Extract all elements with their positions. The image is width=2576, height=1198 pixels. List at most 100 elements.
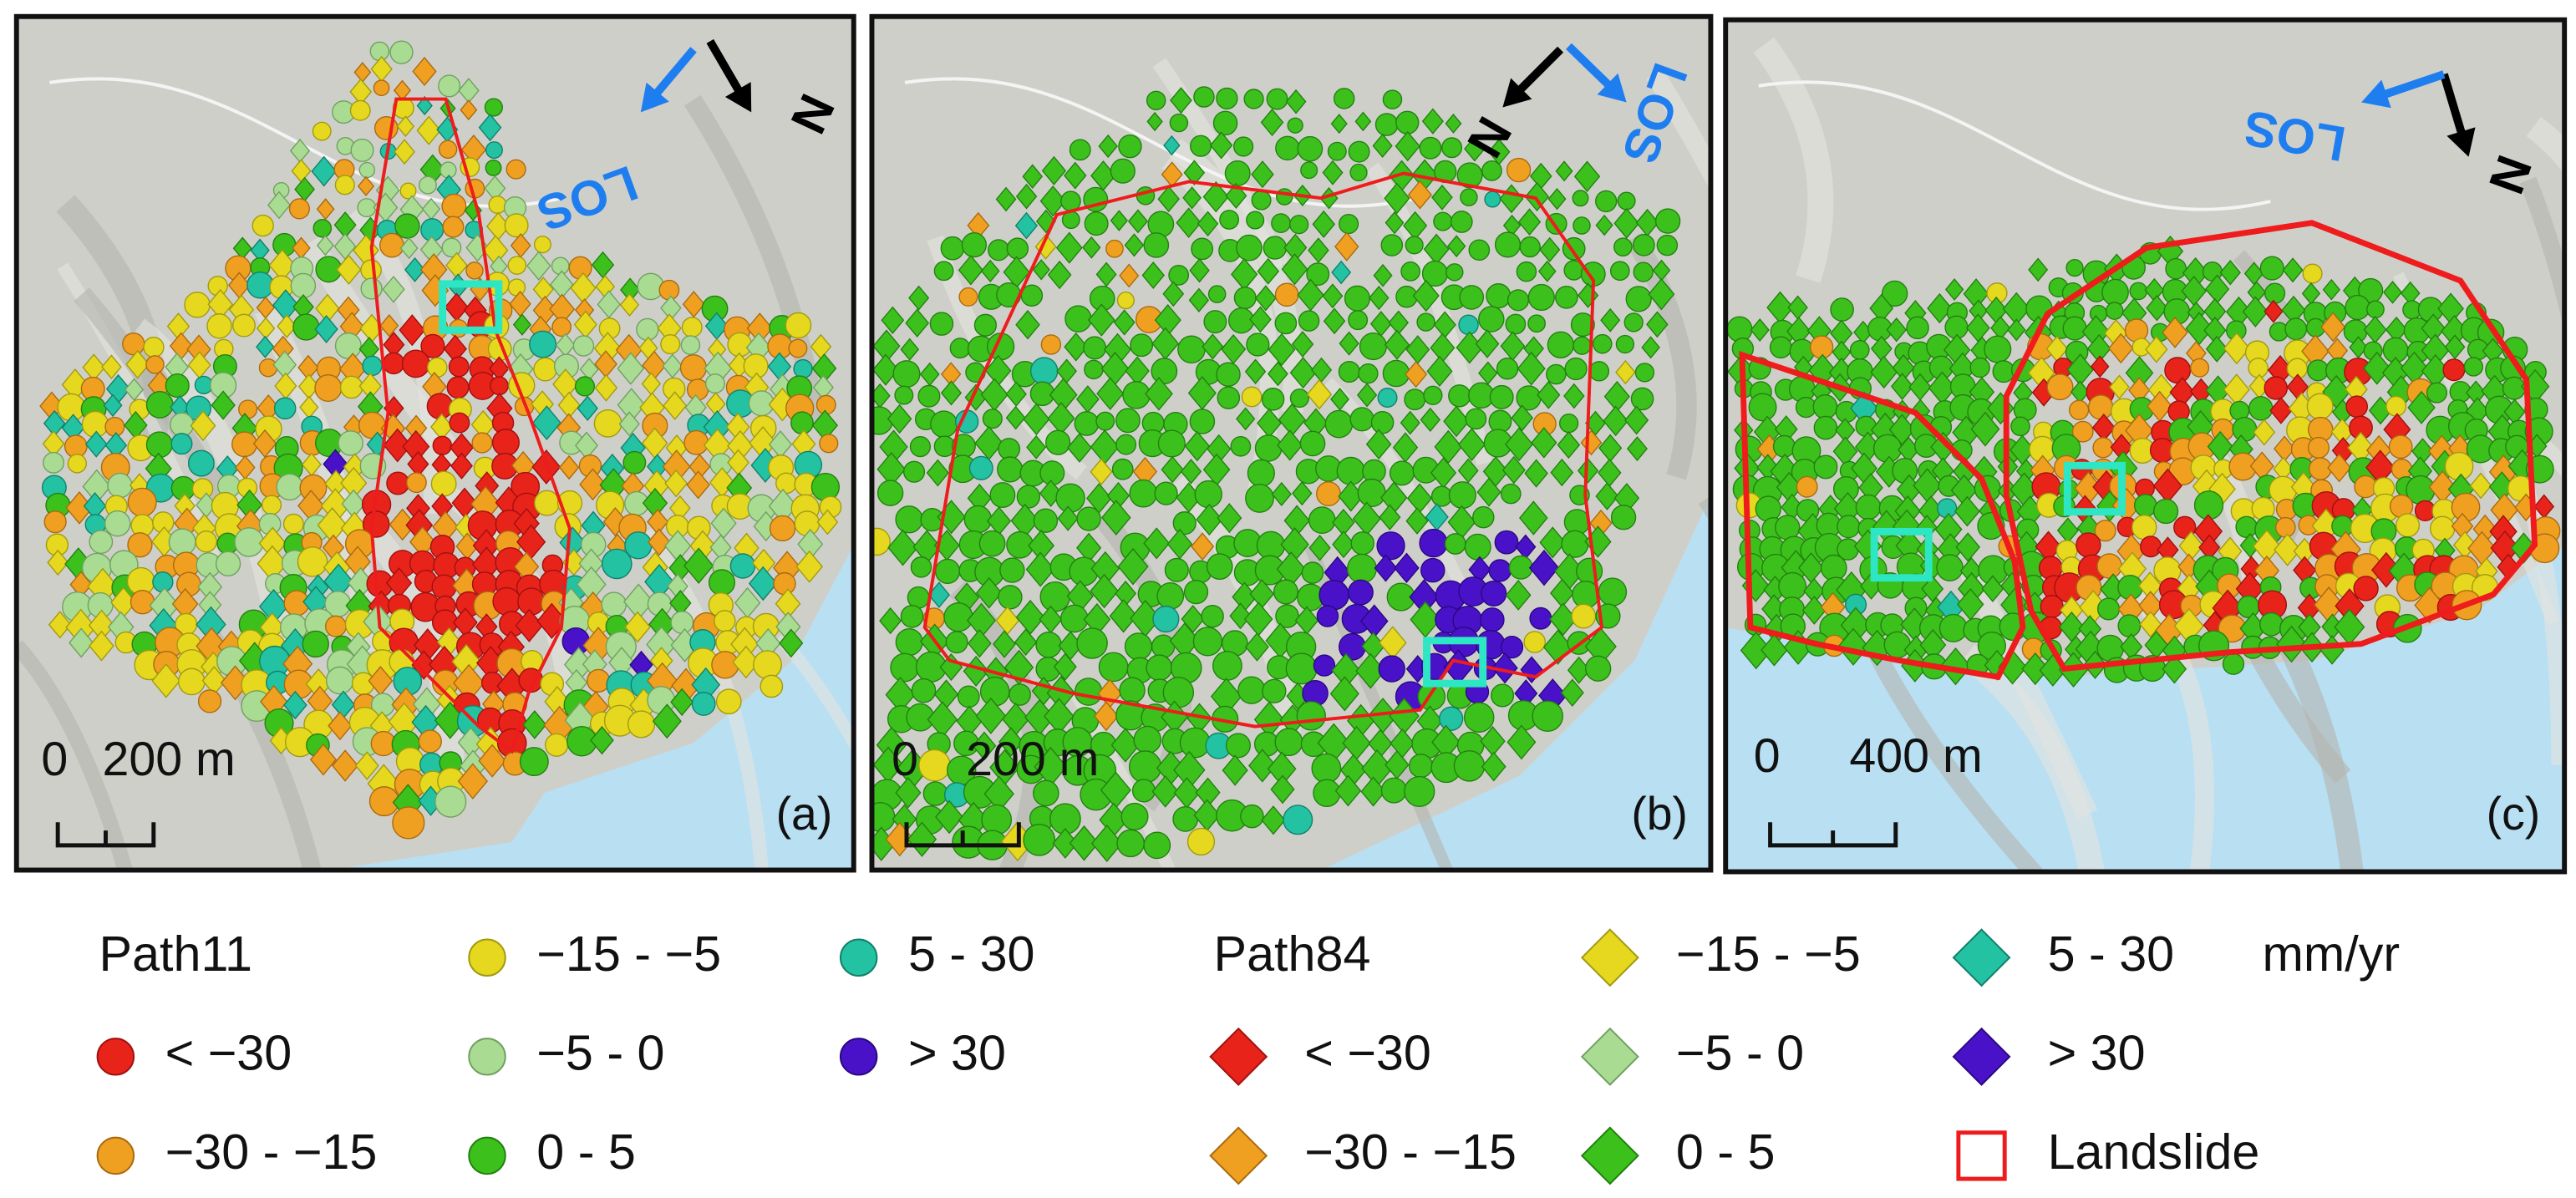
diamond-point <box>1096 377 1125 410</box>
legend-symbol <box>96 1136 135 1175</box>
diamond-point <box>450 452 473 480</box>
sphere-point <box>773 571 796 596</box>
sphere-point <box>1333 88 1355 109</box>
sphere-point <box>504 213 529 238</box>
sphere-point <box>1382 359 1410 388</box>
diamond-point <box>1476 477 1501 507</box>
sphere-point <box>892 360 921 388</box>
diamond-point <box>1517 208 1542 236</box>
diamond-point <box>1927 292 1953 324</box>
sphere-point <box>587 668 611 693</box>
diamond-point <box>332 749 359 782</box>
diamond-point <box>1229 602 1252 630</box>
sphere-point <box>373 79 390 97</box>
legend-label: −15 - −5 <box>1676 926 1861 982</box>
diamond-point <box>379 314 399 338</box>
diamond-point <box>2109 374 2130 400</box>
sphere-point <box>325 666 354 695</box>
sphere-point <box>2117 614 2142 637</box>
sphere-point <box>1262 678 1287 703</box>
diamond-point <box>1087 303 1115 337</box>
sphere-point <box>1778 571 1807 601</box>
sphere-point <box>1064 305 1092 332</box>
sphere-point <box>2094 520 2116 542</box>
terrain-ridge <box>775 632 854 756</box>
diamond-point <box>1539 526 1567 559</box>
sphere-point <box>1350 531 1374 556</box>
sphere-point <box>1506 157 1532 183</box>
sphere-point <box>979 676 1010 707</box>
sphere-point <box>1623 312 1644 332</box>
sphere-point <box>197 689 222 713</box>
diamond-point <box>1384 182 1410 215</box>
sphere-point <box>168 528 196 556</box>
sphere-point <box>1349 407 1374 432</box>
sphere-point <box>660 333 681 355</box>
sphere-point <box>2391 459 2413 480</box>
diamond-point <box>1196 503 1223 536</box>
sphere-point <box>231 313 256 338</box>
sphere-point <box>1283 805 1313 835</box>
sphere-point <box>1274 282 1299 307</box>
sphere-point <box>1152 605 1180 633</box>
diamond-point <box>975 697 1007 734</box>
sphere-point <box>1486 283 1512 309</box>
sphere-point <box>1120 802 1149 830</box>
diamond-point <box>416 95 433 116</box>
diamond-point <box>686 470 710 500</box>
diamond-point <box>2219 259 2241 286</box>
sphere-point <box>934 558 961 585</box>
sphere-point <box>1468 239 1491 261</box>
sphere-point <box>1519 236 1541 258</box>
diamond-point <box>1157 185 1180 213</box>
sphere-point <box>1448 481 1476 510</box>
diamond-point <box>404 256 426 282</box>
diamond-point <box>48 611 72 639</box>
diamond-point <box>1646 311 1669 338</box>
diamond-point <box>2028 257 2049 282</box>
sphere-point <box>1906 316 1929 340</box>
diamond-point <box>1475 329 1500 358</box>
sphere-point <box>1769 336 1792 359</box>
measurement-points <box>1726 235 2561 688</box>
diamond-point <box>748 566 778 602</box>
diamond-point <box>1524 181 1550 212</box>
sphere-point <box>2096 553 2122 579</box>
sphere-point <box>2101 278 2129 307</box>
sphere-point <box>1349 163 1368 182</box>
sphere-point <box>1154 481 1178 505</box>
sphere-point <box>715 688 742 715</box>
diamond-point <box>670 688 694 717</box>
sphere-point <box>1347 579 1374 606</box>
scale-end: 200 m <box>103 733 236 786</box>
sphere-point <box>258 358 278 378</box>
diamond-point <box>1069 825 1100 861</box>
diamond-point <box>1032 259 1050 281</box>
sphere-point <box>107 472 133 499</box>
sphere-point <box>1585 655 1612 682</box>
diamond-point <box>1191 532 1215 561</box>
sphere-point <box>1133 725 1162 754</box>
sphere-point <box>998 585 1023 610</box>
diamond-point <box>1407 180 1432 210</box>
sphere-point <box>1336 456 1365 485</box>
diamond-point <box>1750 318 1770 342</box>
sphere-point <box>714 610 736 632</box>
sphere-point <box>1296 701 1326 731</box>
sphere-point <box>997 456 1024 483</box>
sphere-point <box>1308 506 1336 534</box>
diamond-point <box>1443 405 1470 438</box>
sphere-point <box>302 630 329 658</box>
diamond-point <box>2269 396 2293 424</box>
sphere-point <box>1348 310 1369 331</box>
diamond-point <box>1560 678 1584 708</box>
diamond-point <box>895 777 922 809</box>
diamond-point <box>1624 405 1649 435</box>
scale-start: 0 <box>892 733 918 786</box>
sphere-point <box>909 436 932 458</box>
diamond-point <box>1127 209 1149 234</box>
diamond-point <box>399 236 419 260</box>
diamond-point <box>1539 236 1561 263</box>
sphere-point <box>1573 216 1591 235</box>
